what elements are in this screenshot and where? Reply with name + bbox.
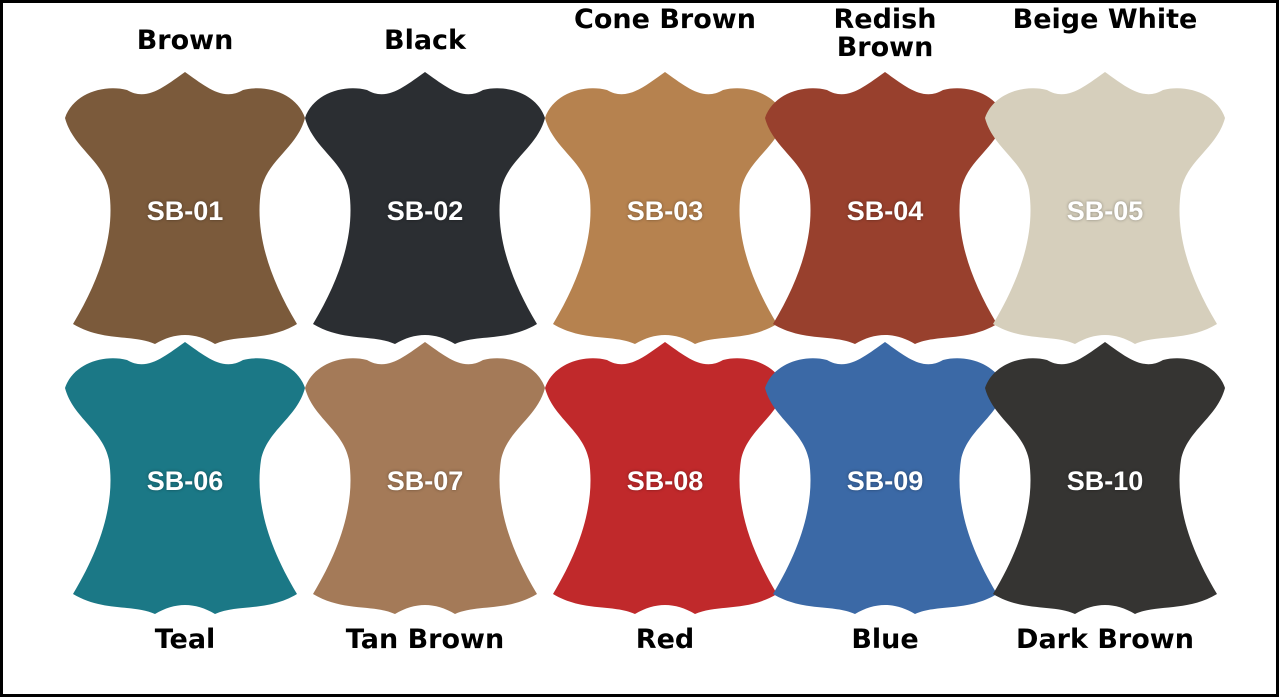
leather-swatch-sb-10: SB-10 <box>985 338 1225 618</box>
swatch-color-name: Dark Brown <box>1016 624 1194 655</box>
swatch-color-name: Teal <box>154 624 216 655</box>
swatch-code: SB-02 <box>386 196 464 226</box>
leather-swatch-sb-04: SB-04 <box>765 68 1005 348</box>
swatch-color-name: Tan Brown <box>345 624 505 655</box>
leather-swatch-sb-09: SB-09 <box>765 338 1005 618</box>
leather-hide-shape <box>545 72 785 344</box>
leather-swatch-sb-05: SB-05 <box>985 68 1225 348</box>
swatch-code: SB-05 <box>1066 196 1144 226</box>
leather-hide-shape <box>65 72 305 344</box>
leather-hide-shape <box>545 342 785 614</box>
leather-hide-shape <box>985 342 1225 614</box>
swatch-color-name: Red <box>635 624 695 655</box>
leather-hide-shape <box>65 342 305 614</box>
leather-swatch-sb-03: SB-03 <box>545 68 785 348</box>
leather-hide-shape <box>765 342 1005 614</box>
leather-swatch-sb-01: SB-01 <box>65 68 305 348</box>
swatch-code: SB-03 <box>626 196 704 226</box>
leather-swatch-sb-06: SB-06 <box>65 338 305 618</box>
leather-swatch-sb-07: SB-07 <box>305 338 545 618</box>
swatch-color-name: Brown <box>136 25 234 56</box>
swatch-code: SB-01 <box>146 196 224 226</box>
swatch-code: SB-07 <box>386 466 464 496</box>
swatch-code: SB-06 <box>146 466 224 496</box>
swatch-code: SB-10 <box>1066 466 1144 496</box>
swatch-code: SB-08 <box>626 466 704 496</box>
leather-hide-shape <box>765 72 1005 344</box>
swatch-color-name: Black <box>383 25 466 56</box>
swatch-code: SB-09 <box>846 466 924 496</box>
swatch-color-name: Redish Brown <box>833 4 937 63</box>
leather-hide-shape <box>985 72 1225 344</box>
leather-swatch-sb-08: SB-08 <box>545 338 785 618</box>
leather-hide-shape <box>305 342 545 614</box>
swatch-code: SB-04 <box>846 196 924 226</box>
leather-swatch-sb-02: SB-02 <box>305 68 545 348</box>
leather-hide-shape <box>305 72 545 344</box>
swatch-color-name: Cone Brown <box>574 4 756 35</box>
swatch-color-name: Beige White <box>1012 4 1198 35</box>
swatch-color-name: Blue <box>851 624 919 655</box>
